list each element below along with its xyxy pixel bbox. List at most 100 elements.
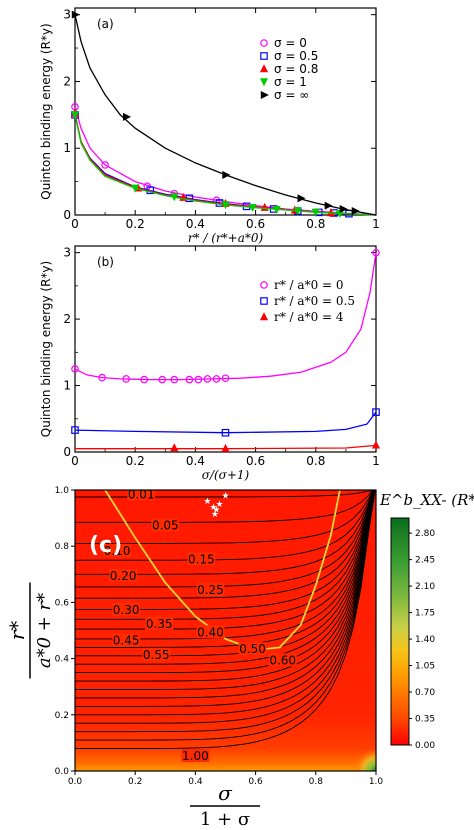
heatmap-corner-glow [286,681,376,771]
star-marker: ★ [215,500,223,510]
contour-label: 0.20 [110,569,137,583]
x-label-denominator: 1 + σ [200,809,250,830]
x-axis-label: r* / (r*+a*0) [188,231,264,245]
data-point [203,375,212,383]
legend-label-2: r* / a*0 = 4 [274,310,344,324]
y-tick-label: 2 [63,312,71,326]
y-tick-label: 0.8 [55,542,70,552]
x-tick-label: 0.8 [306,217,325,231]
contour-line-15 [75,490,376,682]
contour-label-bg [238,642,267,656]
star-marker: ★ [203,497,211,507]
data-point [311,208,320,217]
panel-a: 0 0.2 0.4 0.6 0.8 1 0 1 2 3 (a) σ = 0σ = 0.5σ = 0.8… [39,7,380,245]
contour-label: 0.60 [269,653,296,667]
legend-label-0: σ = 0 [274,36,307,50]
series-line-1 [74,411,377,434]
data-point [70,111,80,120]
contour-line-13 [75,490,376,665]
x-tick-label: 0 [71,217,79,231]
contour-label-bg [112,633,141,647]
x-tick-label: 0.4 [186,217,205,231]
contour-line-2 [75,490,374,544]
data-point [101,161,109,169]
y-tick-label: 0.6 [55,598,70,608]
x-tick-label: 0.8 [309,777,324,787]
contour-line-6 [75,490,375,599]
legend-marker-2 [259,64,269,73]
contour-label-bg [268,653,297,667]
contour-line-3 [75,490,375,561]
colorbar-tick-label: 1.05 [415,662,435,672]
y-tick-label: 0 [63,208,71,222]
data-point [140,375,149,384]
contour-label-bg [142,647,171,661]
data-point [158,375,167,384]
contour-label-bg [196,583,225,597]
colorbar [390,517,410,746]
x-label-numerator: σ [218,781,233,805]
contour-label: 0.15 [188,552,215,566]
data-point [185,375,194,384]
contour-line-18 [75,490,376,707]
data-point [293,207,302,216]
panel-label: (b) [97,255,114,269]
data-point [372,408,380,416]
y-tick-label: 0.0 [55,767,70,777]
colorbar-tick-label: 1.75 [415,609,435,619]
data-point [71,10,80,19]
contour-label: 0.40 [197,625,224,639]
plot-frame [74,7,377,216]
contour-line-16 [75,490,376,690]
x-tick-label: 0.0 [68,777,83,787]
contour-line-8 [75,490,375,620]
legend-marker-1 [260,297,268,305]
legend-marker-4 [260,90,269,100]
legend-label-1: σ = 0.5 [274,49,318,63]
contour-label-bg [112,602,141,616]
contour-label: 0.50 [239,642,266,656]
heatmap-area: 0.01 0.05 0.10 0.15 0.20 0.25 0.30 0.35 0.40 0.45… [75,488,376,771]
contour-label: 0.25 [197,583,224,597]
legend-label-3: σ = 1 [274,75,307,89]
contour-label-bg [151,518,180,532]
data-point [221,201,230,210]
contour-label-bg [181,748,210,762]
contour-line-14 [75,490,376,674]
contour-label: 0.01 [128,488,155,502]
panel-label: (c) [89,533,122,558]
contour-label: 0.30 [113,603,140,617]
contour-line-17 [75,490,376,699]
series-line-2 [75,444,377,450]
data-point [222,170,231,179]
legend-label-1: r* / a*0 = 0.5 [274,294,355,308]
legend-marker-3 [259,78,269,87]
contour-line-9 [75,490,376,630]
contour-line-23 [75,490,376,749]
contour-label-bg [127,490,156,501]
contour-label: 0.35 [146,617,173,631]
y-tick-label: 0.4 [55,655,70,665]
data-point [248,203,257,212]
y-tick-label: 2 [63,74,71,88]
contour-label: 0.10 [104,544,131,558]
plot-frame [74,245,377,453]
star-marker: ★ [209,503,217,513]
data-point [122,112,131,121]
contour-label-bg [109,569,138,583]
data-point [98,373,106,382]
contour-line-22 [75,490,376,741]
legend-marker-0 [260,281,268,289]
y-label-numerator: r* [5,621,29,641]
y-tick-label: 3 [63,8,71,22]
colorbar-tick-label: 0.00 [415,741,435,751]
x-tick-label: 1.0 [369,777,384,787]
x-tick-label: 0.2 [126,454,145,468]
contour-line-5 [75,490,375,588]
data-point [131,184,140,193]
data-point [351,206,360,216]
data-point [297,194,306,203]
legend-marker-2 [259,312,269,321]
